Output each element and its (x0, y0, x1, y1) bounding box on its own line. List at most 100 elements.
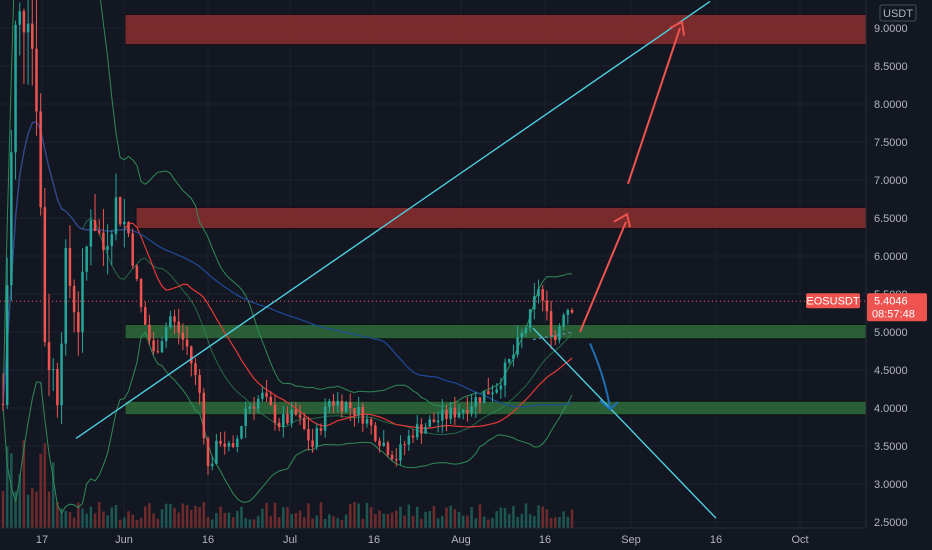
y-tick-label: 3.5000 (874, 441, 908, 453)
candle-body (420, 424, 423, 434)
candle-body (286, 414, 289, 424)
volume-bar (445, 507, 448, 528)
candle-body (482, 391, 486, 403)
volume-bar (570, 509, 574, 528)
down-arrow-icon-shaft (589, 342, 611, 409)
volume-bar (97, 502, 101, 528)
volume-bar (93, 513, 97, 528)
volume-bar (89, 506, 93, 528)
candle-body (562, 315, 565, 327)
volume-bar (302, 517, 306, 528)
candle-body (570, 309, 574, 313)
candle-body (290, 409, 293, 424)
candle-body (315, 428, 319, 447)
currency-label: USDT (883, 8, 913, 20)
candle-body (173, 316, 176, 322)
volume-bar (457, 511, 461, 528)
bollinger-lower (2, 331, 573, 515)
candle-body (273, 404, 277, 423)
candle-body (64, 248, 68, 344)
volume-bar (5, 446, 9, 528)
volume-bar (562, 511, 565, 528)
volume-bar (549, 517, 553, 528)
candlesticks[interactable] (1, 0, 574, 476)
up-arrow-icon (627, 20, 685, 185)
candle-body (269, 396, 273, 405)
candle-body (374, 425, 377, 441)
candle-body (466, 410, 469, 414)
candle-body (378, 440, 381, 446)
volume-bar (315, 515, 319, 528)
volume-bar (26, 494, 30, 528)
volume-bar (461, 515, 465, 528)
candle-body (198, 375, 201, 393)
volume-bar (399, 506, 402, 528)
volume-bar (18, 473, 21, 528)
volume-bar (361, 518, 365, 528)
volume-bar (39, 453, 42, 528)
volume-bar (432, 505, 436, 528)
candle-body (261, 392, 264, 399)
candle-body (395, 459, 398, 461)
candle-body (474, 397, 478, 407)
last-price-label: 5.4046 (874, 295, 908, 307)
candle-body (369, 419, 373, 426)
drawings (75, 0, 717, 519)
volume-bar (252, 519, 256, 528)
volume-bar (85, 513, 88, 528)
volume-bar (148, 503, 151, 528)
volume-bar (240, 506, 243, 528)
volume-bar (194, 505, 197, 528)
candle-body (399, 444, 402, 461)
volume-bar (102, 511, 105, 528)
volume-bar (177, 512, 180, 528)
candle-body (185, 339, 189, 347)
up-arrow-icon-head (613, 213, 631, 228)
volume-bar (135, 519, 139, 528)
candle-body (311, 440, 314, 447)
candle-body (340, 400, 344, 412)
bollinger-mid (2, 120, 573, 436)
up-arrow-icon (579, 213, 631, 333)
volume-bar (10, 453, 13, 528)
candle-body (528, 309, 532, 329)
candle-body (39, 111, 42, 208)
volume-bar (152, 513, 155, 528)
candle-body (302, 417, 306, 429)
x-tick-label: 17 (36, 534, 48, 546)
candle-body (478, 397, 482, 403)
candle-body (223, 443, 226, 447)
y-tick-label: 9.0000 (874, 23, 908, 35)
volume-bar (374, 514, 377, 528)
candle-body (81, 271, 84, 333)
candle-body (26, 23, 30, 33)
candle-body (206, 438, 210, 467)
candle-body (72, 285, 76, 313)
candle-body (503, 362, 507, 386)
candle-body (152, 340, 155, 352)
candle-body (5, 285, 9, 405)
volume-bar (227, 512, 231, 528)
candle-body (566, 309, 570, 316)
candle-body (344, 402, 348, 412)
volume-bar (244, 518, 247, 528)
candle-body (432, 419, 436, 423)
candle-body (328, 401, 331, 407)
volume-bar (390, 512, 394, 528)
candle-body (407, 435, 411, 445)
volume-bar (524, 503, 528, 528)
candle-body (160, 341, 164, 353)
volume-bar (190, 510, 193, 528)
x-axis-ticks: 17 Jun 16 Jul 16 Aug 16 Sep 16 Oct (36, 534, 809, 546)
volume-bar (369, 507, 373, 528)
volume-bar (219, 506, 222, 528)
candle-body (495, 389, 498, 393)
volume-bar (441, 515, 444, 528)
up-arrow-icon-shaft (627, 27, 681, 185)
volume-bar (533, 516, 536, 528)
candle-body (248, 406, 252, 409)
volume-bar (35, 491, 38, 528)
y-tick-label: 2.5000 (874, 517, 908, 529)
x-tick-label: Jul (283, 534, 297, 546)
